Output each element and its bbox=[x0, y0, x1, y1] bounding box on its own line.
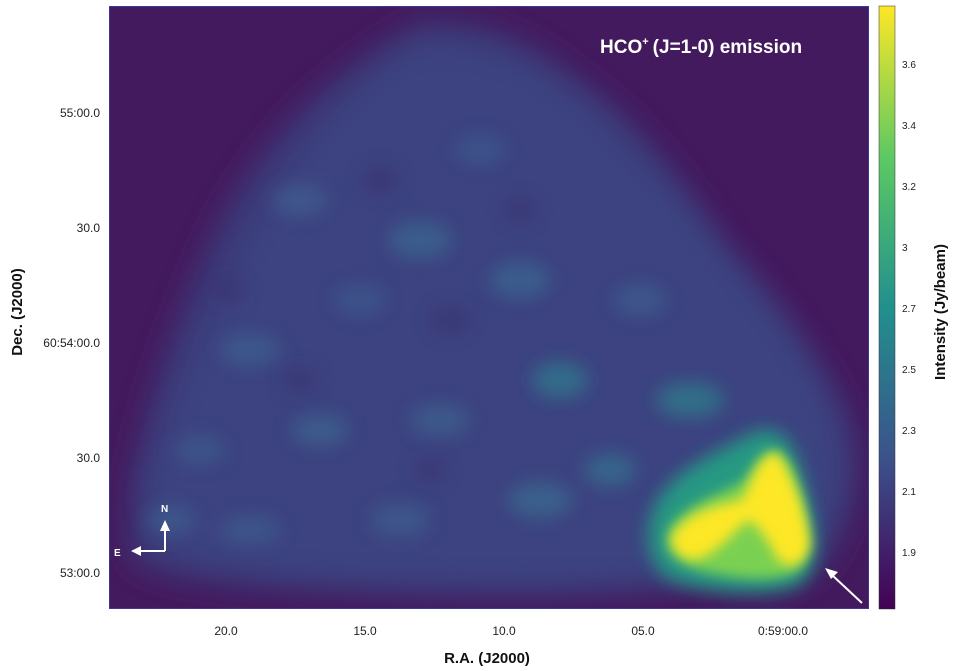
colorbar-tick: 2.1 bbox=[902, 487, 916, 498]
y-tick-label: 30.0 bbox=[77, 451, 101, 465]
colorbar-tick: 3 bbox=[902, 243, 908, 254]
y-tick-label: 30.0 bbox=[77, 221, 101, 235]
colorbar-tick: 2.3 bbox=[902, 426, 916, 437]
bright-emission-region bbox=[648, 430, 816, 593]
x-tick-label: 20.0 bbox=[214, 624, 238, 638]
colorbar: 3.6 3.4 3.2 3 2.7 2.5 2.3 2.1 1.9 Intens… bbox=[878, 5, 949, 610]
colorbar-tick: 1.9 bbox=[902, 548, 916, 559]
x-tick-label: 10.0 bbox=[492, 624, 516, 638]
compass bbox=[131, 520, 170, 556]
x-tick-label: 15.0 bbox=[353, 624, 377, 638]
x-tick-label: 05.0 bbox=[631, 624, 655, 638]
colorbar-tick: 3.6 bbox=[902, 60, 916, 71]
y-tick-label: 55:00.0 bbox=[60, 106, 100, 120]
colorbar-tick: 3.4 bbox=[902, 121, 916, 132]
y-axis-title: Dec. (J2000) bbox=[9, 268, 26, 356]
compass-east-label: E bbox=[114, 548, 121, 559]
colorbar-title: Intensity (Jy/beam) bbox=[932, 244, 949, 380]
compass-north-label: N bbox=[161, 504, 168, 515]
arrow-icon bbox=[825, 568, 863, 604]
cloud-texture bbox=[146, 136, 724, 544]
y-tick-label: 53:00.0 bbox=[60, 566, 100, 580]
y-axis: 55:00.0 30.0 60:54:00.0 30.0 53:00.0 Dec… bbox=[9, 106, 100, 580]
colorbar-tick: 3.2 bbox=[902, 182, 916, 193]
colorbar-tick: 2.7 bbox=[902, 304, 916, 315]
x-axis: 20.0 15.0 10.0 05.0 0:59:00.0 R.A. (J200… bbox=[214, 624, 808, 667]
x-axis-title: R.A. (J2000) bbox=[444, 650, 530, 667]
x-tick-label: 0:59:00.0 bbox=[758, 624, 808, 638]
map-title: HCO+ (J=1-0) emission bbox=[600, 36, 802, 58]
colorbar-tick: 2.5 bbox=[902, 365, 916, 376]
intensity-map bbox=[109, 6, 869, 609]
y-tick-label: 60:54:00.0 bbox=[43, 336, 100, 350]
colorbar-scale bbox=[878, 5, 896, 610]
